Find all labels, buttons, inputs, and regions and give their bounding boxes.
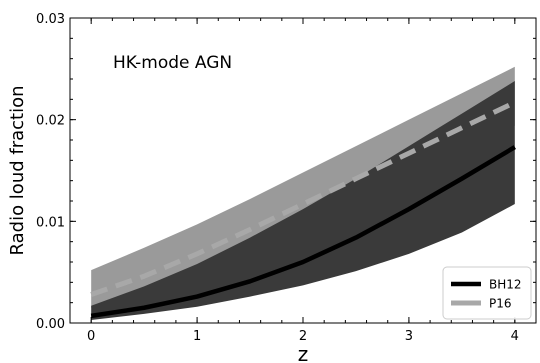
x-tick-label: 4 bbox=[511, 329, 519, 344]
y-tick-label: 0.00 bbox=[36, 317, 65, 332]
series-line-bh12 bbox=[90, 145, 516, 319]
x-tick-label: 3 bbox=[405, 329, 413, 344]
y-axis-label: Radio loud fraction bbox=[7, 85, 28, 255]
x-axis-label: z bbox=[298, 342, 309, 363]
y-tick-label: 0.03 bbox=[36, 12, 65, 27]
legend-label-bh12: BH12 bbox=[489, 278, 522, 292]
legend: BH12 P16 bbox=[442, 266, 532, 320]
y-tick-label: 0.01 bbox=[36, 215, 65, 230]
panel-annotation: HK-mode AGN bbox=[113, 53, 232, 73]
y-tick-label: 0.02 bbox=[36, 114, 65, 129]
band-bh12 bbox=[91, 81, 515, 320]
x-tick-label: 1 bbox=[193, 329, 201, 344]
series-lines bbox=[90, 100, 516, 319]
legend-box bbox=[442, 266, 532, 320]
x-tick-label: 0 bbox=[87, 329, 95, 344]
legend-label-p16: P16 bbox=[489, 297, 512, 311]
x-tick-label: 2 bbox=[299, 329, 307, 344]
band-p16 bbox=[91, 66, 515, 308]
uncertainty-bands bbox=[91, 66, 515, 320]
axis-ticks: 0 1 2 3 4 0.00 0.01 0.02 0.03 bbox=[36, 12, 537, 344]
